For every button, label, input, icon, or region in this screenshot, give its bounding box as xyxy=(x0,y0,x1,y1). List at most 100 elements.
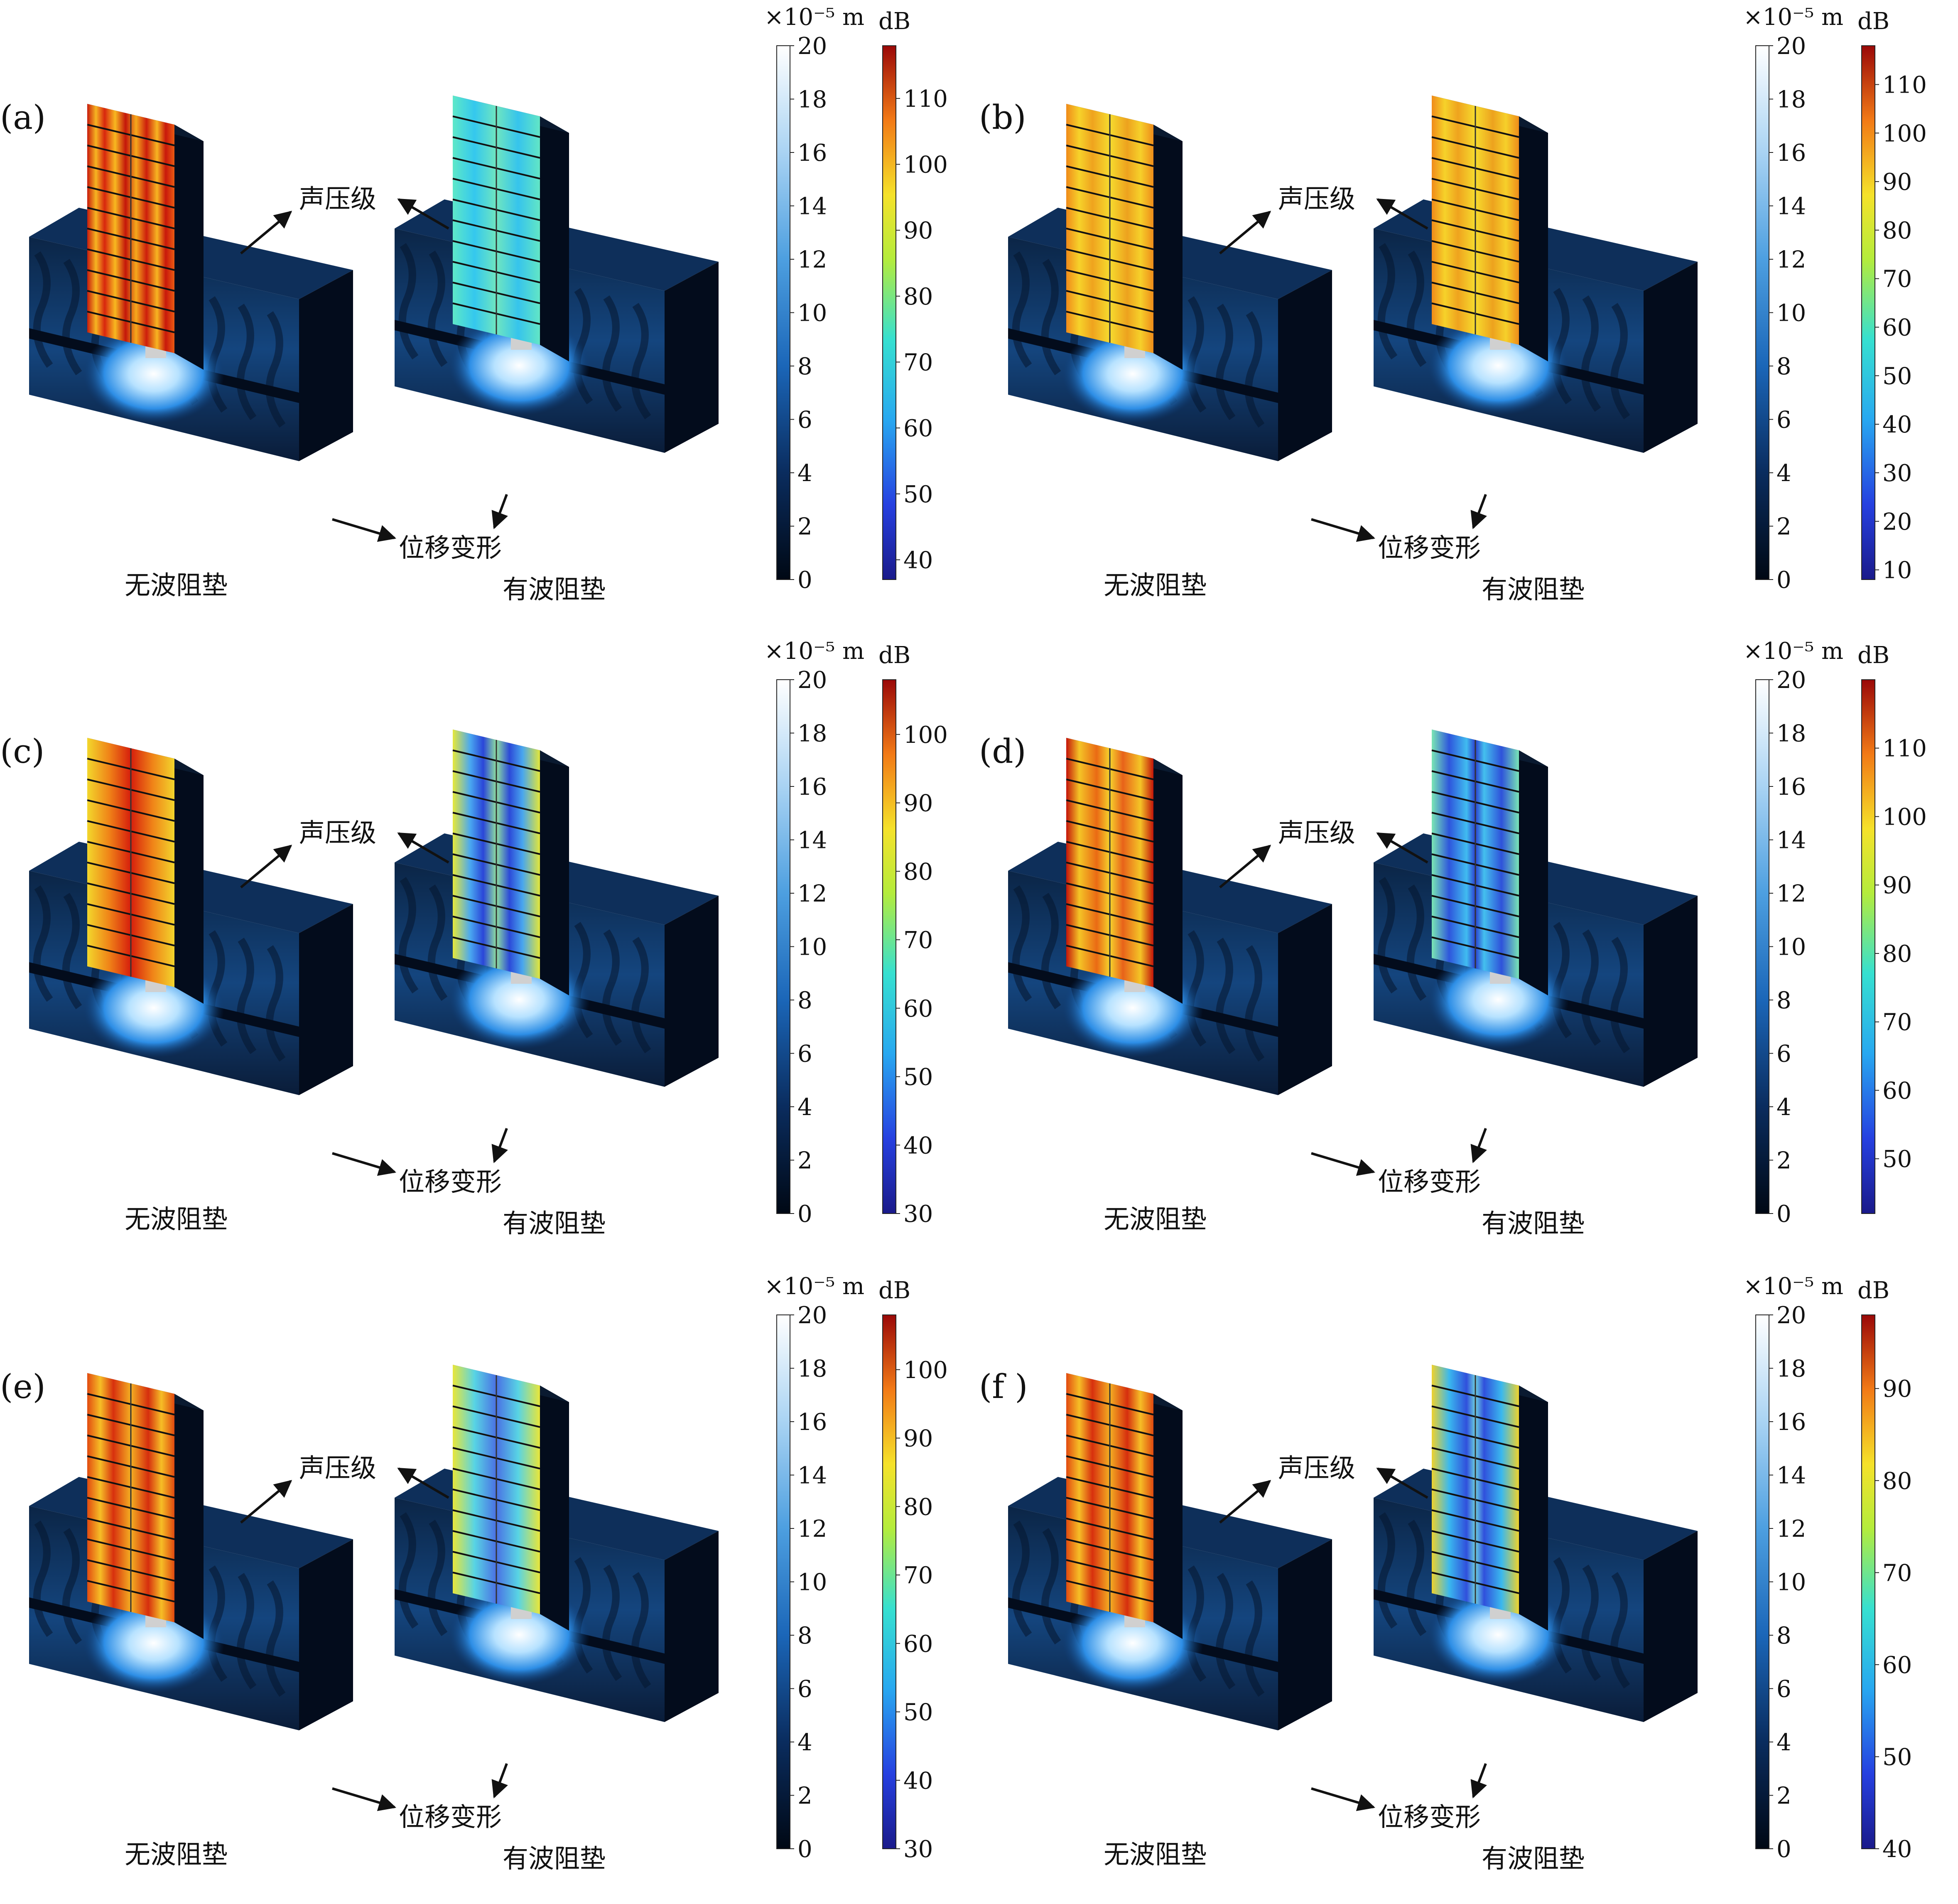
wave-pattern xyxy=(62,1528,82,1645)
spl-tick-label: 50 xyxy=(903,1064,933,1091)
wave-pattern xyxy=(265,1580,286,1697)
disp-tick-label: 16 xyxy=(1776,774,1806,801)
disp-tick-label: 12 xyxy=(797,880,827,907)
spl-tick-label: 40 xyxy=(903,1767,933,1794)
spl-tick-label: 70 xyxy=(1882,266,1912,293)
spl-tick-label: 60 xyxy=(903,995,933,1022)
wave-pattern xyxy=(427,1520,448,1636)
tower-side-face xyxy=(1519,116,1548,361)
displacement-colorbar xyxy=(1755,1314,1769,1849)
disp-tick-label: 12 xyxy=(1776,1516,1806,1543)
disp-tick-label: 12 xyxy=(1776,880,1806,907)
spl-tick-label: 70 xyxy=(1882,1009,1912,1036)
spl-tick-label: 40 xyxy=(903,547,933,574)
spl-unit: dB xyxy=(878,8,910,35)
disp-tick-label: 16 xyxy=(1776,140,1806,167)
wave-pattern xyxy=(1012,885,1032,1002)
disp-unit: ×10⁻⁵ m xyxy=(764,1273,864,1300)
spl-tick-label: 60 xyxy=(903,1631,933,1658)
displacement-label: 位移变形 xyxy=(1378,1167,1481,1197)
disp-tick-label: 18 xyxy=(797,1356,827,1383)
building-with-pad xyxy=(1374,730,1698,1087)
disp-unit: ×10⁻⁵ m xyxy=(1743,638,1843,665)
displacement-label: 位移变形 xyxy=(399,1167,502,1197)
disp-tick-label: 20 xyxy=(797,33,827,60)
spl-unit: dB xyxy=(1857,1277,1889,1304)
tunnel-side-face xyxy=(1644,896,1698,1087)
spl-arrow-right xyxy=(397,198,449,230)
spl-arrow-right xyxy=(1376,832,1428,864)
disp-tick-label: 2 xyxy=(1776,513,1791,540)
disp-tick-label: 6 xyxy=(1776,1676,1791,1703)
spl-tick-label: 50 xyxy=(1882,363,1912,390)
wave-pattern xyxy=(62,893,82,1010)
spl-tick-label: 90 xyxy=(1882,1376,1912,1403)
caption-without-pad: 无波阻垫 xyxy=(1104,570,1207,600)
tunnel-side-face xyxy=(1644,1531,1698,1722)
disp-arrow-left xyxy=(332,1787,397,1811)
wave-pattern xyxy=(236,938,257,1054)
building-without-pad xyxy=(29,1373,353,1730)
spl-tick-label: 110 xyxy=(903,86,948,113)
building-without-pad xyxy=(1008,738,1332,1095)
wave-pattern xyxy=(265,945,286,1062)
disp-unit: ×10⁻⁵ m xyxy=(1743,4,1843,31)
disp-tick-label: 14 xyxy=(1776,193,1806,220)
disp-tick-label: 10 xyxy=(797,300,827,327)
panel-letter: (b) xyxy=(979,98,1026,137)
wave-pattern xyxy=(62,259,82,376)
wave-pattern xyxy=(631,303,651,420)
spl-label: 声压级 xyxy=(299,184,376,214)
building-with-pad xyxy=(1374,1365,1698,1722)
spl-colorbar xyxy=(882,45,896,580)
wave-pattern xyxy=(33,885,53,1002)
wave-pattern xyxy=(602,929,622,1046)
spl-tick-label: 20 xyxy=(1882,509,1912,536)
displacement-label: 位移变形 xyxy=(399,1802,502,1832)
disp-tick-label: 6 xyxy=(797,1676,812,1703)
wave-pattern xyxy=(1581,1565,1601,1681)
spl-arrow-left xyxy=(240,1480,292,1524)
displacement-colorbar xyxy=(776,45,790,580)
disp-arrow-right xyxy=(1470,494,1487,529)
tunnel-side-face xyxy=(665,896,719,1087)
wave-pattern xyxy=(33,1521,53,1637)
building-without-pad xyxy=(1008,1373,1332,1730)
spl-tick-label: 70 xyxy=(903,349,933,376)
wave-pattern xyxy=(33,251,53,368)
disp-tick-label: 14 xyxy=(797,827,827,854)
disp-tick-label: 10 xyxy=(1776,1569,1806,1596)
tunnel-side-face xyxy=(1644,262,1698,453)
spl-colorbar xyxy=(1861,1314,1875,1849)
tower-side-face xyxy=(1153,759,1183,1004)
disp-tick-label: 20 xyxy=(1776,1302,1806,1329)
wave-pattern xyxy=(1244,1580,1265,1697)
disp-tick-label: 10 xyxy=(1776,300,1806,327)
tower-side-face xyxy=(174,759,204,1004)
disp-arrow-left xyxy=(332,518,397,542)
wave-pattern xyxy=(398,1512,419,1629)
wave-pattern xyxy=(427,884,448,1001)
caption-with-pad: 有波阻垫 xyxy=(503,1843,606,1874)
disp-tick-label: 10 xyxy=(1776,934,1806,961)
disp-tick-label: 0 xyxy=(1776,567,1791,594)
spl-tick-label: 70 xyxy=(903,1562,933,1589)
spl-label: 声压级 xyxy=(299,818,376,848)
disp-tick-label: 0 xyxy=(1776,1836,1791,1863)
caption-without-pad: 无波阻垫 xyxy=(125,1839,228,1870)
spl-tick-label: 60 xyxy=(1882,1652,1912,1679)
building-without-pad xyxy=(29,104,353,461)
disp-arrow-right xyxy=(491,1763,508,1798)
spl-tick-label: 90 xyxy=(1882,872,1912,899)
tower-side-face xyxy=(1153,1394,1183,1639)
tower-side-face xyxy=(540,750,569,995)
spl-tick-label: 80 xyxy=(1882,941,1912,968)
disp-tick-label: 8 xyxy=(797,1622,812,1649)
disp-tick-label: 12 xyxy=(797,246,827,273)
tunnel-side-face xyxy=(1278,270,1332,461)
tower-side-face xyxy=(540,116,569,361)
wave-pattern xyxy=(1215,938,1236,1054)
spl-tick-label: 70 xyxy=(1882,1560,1912,1587)
